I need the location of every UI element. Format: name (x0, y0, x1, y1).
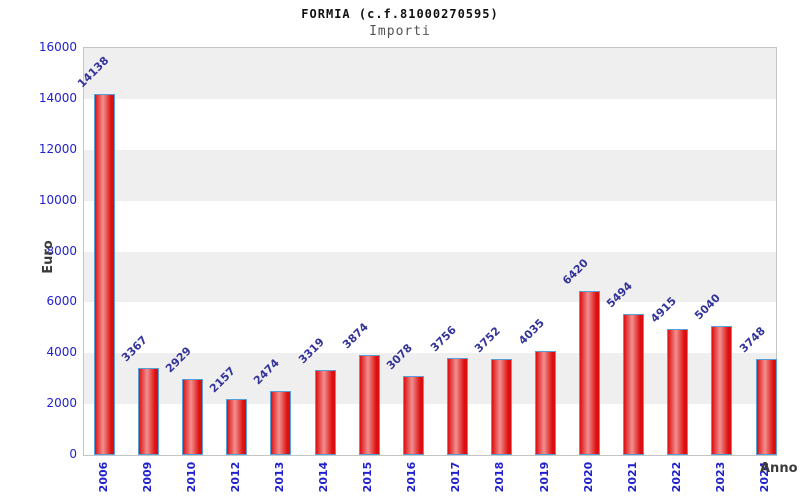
plot-band (84, 149, 776, 201)
y-tick-label: 10000 (38, 192, 77, 207)
y-tick-label: 6000 (46, 294, 77, 309)
x-tick-label: 2019 (537, 461, 551, 493)
plot-band (84, 200, 776, 252)
x-tick-label: 2013 (272, 461, 286, 493)
x-tick-label: 2021 (625, 461, 639, 493)
plot-band (84, 98, 776, 150)
bar-2020 (579, 291, 601, 455)
plot-band (84, 251, 776, 303)
bar-2014 (314, 370, 336, 455)
bar-2015 (358, 355, 380, 455)
y-tick-label: 12000 (38, 141, 77, 156)
bar-2021 (623, 314, 645, 455)
bar-2013 (270, 391, 292, 455)
y-tick-label: 4000 (46, 345, 77, 360)
x-tick-label: 2010 (184, 461, 198, 493)
bar-2018 (490, 359, 512, 455)
bar-2023 (711, 326, 733, 455)
x-tick-label: 2022 (669, 461, 683, 493)
x-tick-label: 2023 (713, 461, 727, 493)
y-tick-label: 2000 (46, 396, 77, 411)
x-tick-label: 2016 (405, 461, 419, 493)
chart-subtitle: Importi (369, 24, 431, 39)
bar-2012 (226, 399, 248, 455)
bar-2016 (402, 376, 424, 455)
chart-title: FORMIA (c.f.81000270595) (301, 7, 499, 21)
x-tick-label: 2006 (96, 461, 110, 493)
bar-2024 (755, 359, 777, 455)
x-tick-label: 2009 (140, 461, 154, 493)
y-axis-title: Euro (41, 240, 56, 274)
bar-2006 (94, 94, 115, 455)
x-tick-label: 2020 (581, 461, 595, 493)
plot-area (83, 47, 777, 456)
y-tick-label: 0 (69, 447, 77, 461)
x-tick-label: 2018 (493, 461, 507, 493)
x-tick-label: 2015 (361, 461, 375, 493)
x-axis-title: Anno (760, 461, 798, 476)
plot-band (84, 302, 776, 354)
bar-2019 (535, 351, 556, 455)
y-tick-label: 14000 (38, 90, 77, 105)
x-tick-label: 2014 (317, 461, 330, 493)
y-tick-label: 8000 (46, 243, 77, 258)
bar-2010 (182, 379, 204, 455)
y-tick-label: 16000 (38, 40, 77, 54)
x-tick-label: 2012 (228, 461, 242, 493)
x-tick-label: 2017 (449, 461, 463, 493)
plot-band (84, 48, 776, 99)
bar-2022 (667, 329, 689, 455)
bar-2009 (138, 368, 160, 455)
bar-2017 (446, 358, 468, 455)
